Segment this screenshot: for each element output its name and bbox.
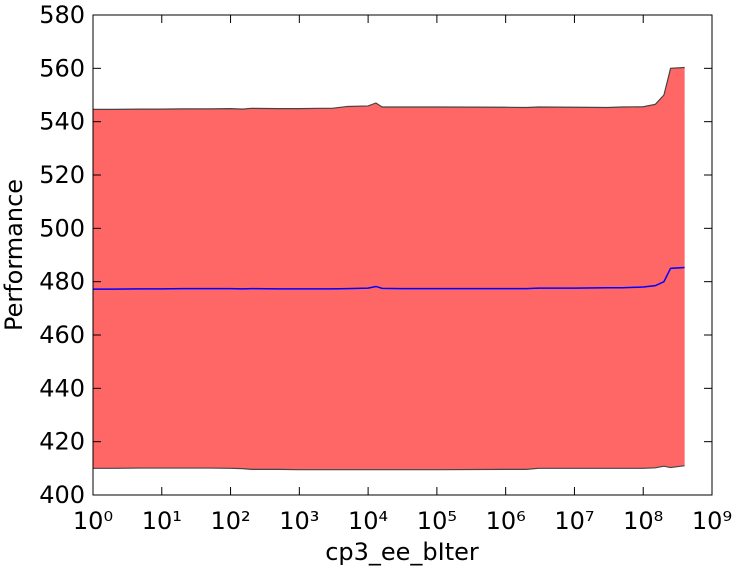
band-upper-edge xyxy=(93,66,685,110)
band-area xyxy=(93,67,685,470)
y-tick-label: 520 xyxy=(39,161,85,189)
y-tick-label: 500 xyxy=(39,214,85,242)
x-axis-label: cp3_ee_bIter xyxy=(325,538,479,566)
y-axis-label: Performance xyxy=(0,179,28,331)
y-tick-label: 580 xyxy=(39,1,85,29)
plot-frame xyxy=(92,14,713,496)
y-tick-label: 440 xyxy=(39,374,85,402)
y-tick-label: 400 xyxy=(39,481,85,509)
mean-line xyxy=(93,266,685,290)
x-tick-label: 10² xyxy=(210,507,250,535)
x-tick-label: 10⁷ xyxy=(554,507,594,535)
x-tick-label: 10⁴ xyxy=(348,507,388,535)
x-tick-label: 10⁶ xyxy=(486,507,526,535)
y-tick-label: 420 xyxy=(39,428,85,456)
x-tick-label: 10⁵ xyxy=(417,507,457,535)
band-lower-edge xyxy=(93,465,685,471)
y-tick-label: 460 xyxy=(39,321,85,349)
x-tick-label: 10⁹ xyxy=(692,507,732,535)
x-tick-label: 10¹ xyxy=(142,507,182,535)
y-tick-label: 540 xyxy=(39,108,85,136)
y-tick-label: 480 xyxy=(39,268,85,296)
x-tick-label: 10³ xyxy=(279,507,319,535)
y-tick-label: 560 xyxy=(39,54,85,82)
x-tick-label: 10⁰ xyxy=(73,507,113,535)
x-tick-label: 10⁸ xyxy=(623,507,663,535)
